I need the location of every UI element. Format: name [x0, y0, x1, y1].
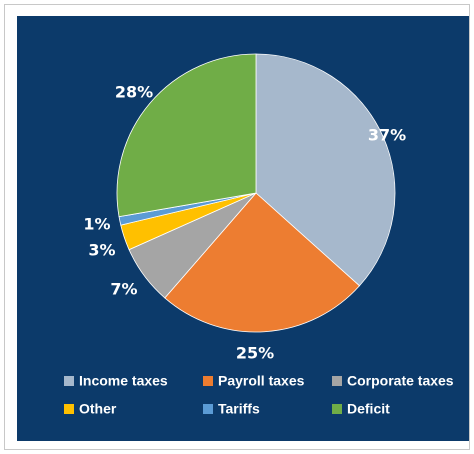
legend-item-other: Other [64, 401, 117, 417]
legend-label-other: Other [79, 401, 117, 417]
legend-label-tariffs: Tariffs [218, 401, 260, 417]
legend-item-deficit: Deficit [332, 401, 390, 417]
slice-labels: 37% 25% 7% 3% 1% 28% [83, 83, 406, 363]
legend-item-payroll-taxes: Payroll taxes [203, 373, 305, 389]
legend-label-payroll-taxes: Payroll taxes [218, 373, 305, 389]
legend-label-income-taxes: Income taxes [79, 373, 168, 389]
pie-slices [116, 53, 396, 333]
legend-item-corporate-taxes: Corporate taxes [332, 373, 454, 389]
legend: Income taxes Payroll taxes Corporate taxes… [64, 373, 454, 417]
legend-label-corporate-taxes: Corporate taxes [347, 373, 454, 389]
data-label-other: 3% [88, 241, 115, 260]
legend-swatch-tariffs [203, 404, 213, 414]
legend-label-deficit: Deficit [347, 401, 390, 417]
data-label-income-taxes: 37% [368, 126, 406, 145]
pie-slice-payroll-taxes [164, 192, 361, 333]
legend-swatch-corporate-taxes [332, 376, 342, 386]
chart-panel: 37% 25% 7% 3% 1% 28% Income taxes Payroll taxe… [17, 16, 469, 441]
data-label-tariffs: 1% [83, 215, 110, 234]
pie-chart: 37% 25% 7% 3% 1% 28% Income taxes Payroll taxe… [64, 53, 454, 417]
legend-swatch-income-taxes [64, 376, 74, 386]
legend-swatch-deficit [332, 404, 342, 414]
data-label-deficit: 28% [115, 83, 153, 102]
data-label-payroll-taxes: 25% [236, 344, 274, 363]
legend-swatch-payroll-taxes [203, 376, 213, 386]
legend-item-income-taxes: Income taxes [64, 373, 168, 389]
data-label-corporate-taxes: 7% [110, 280, 137, 299]
legend-swatch-other [64, 404, 74, 414]
pie-slice-income-taxes [255, 53, 396, 287]
pie-slice-deficit [116, 53, 257, 218]
legend-item-tariffs: Tariffs [203, 401, 260, 417]
